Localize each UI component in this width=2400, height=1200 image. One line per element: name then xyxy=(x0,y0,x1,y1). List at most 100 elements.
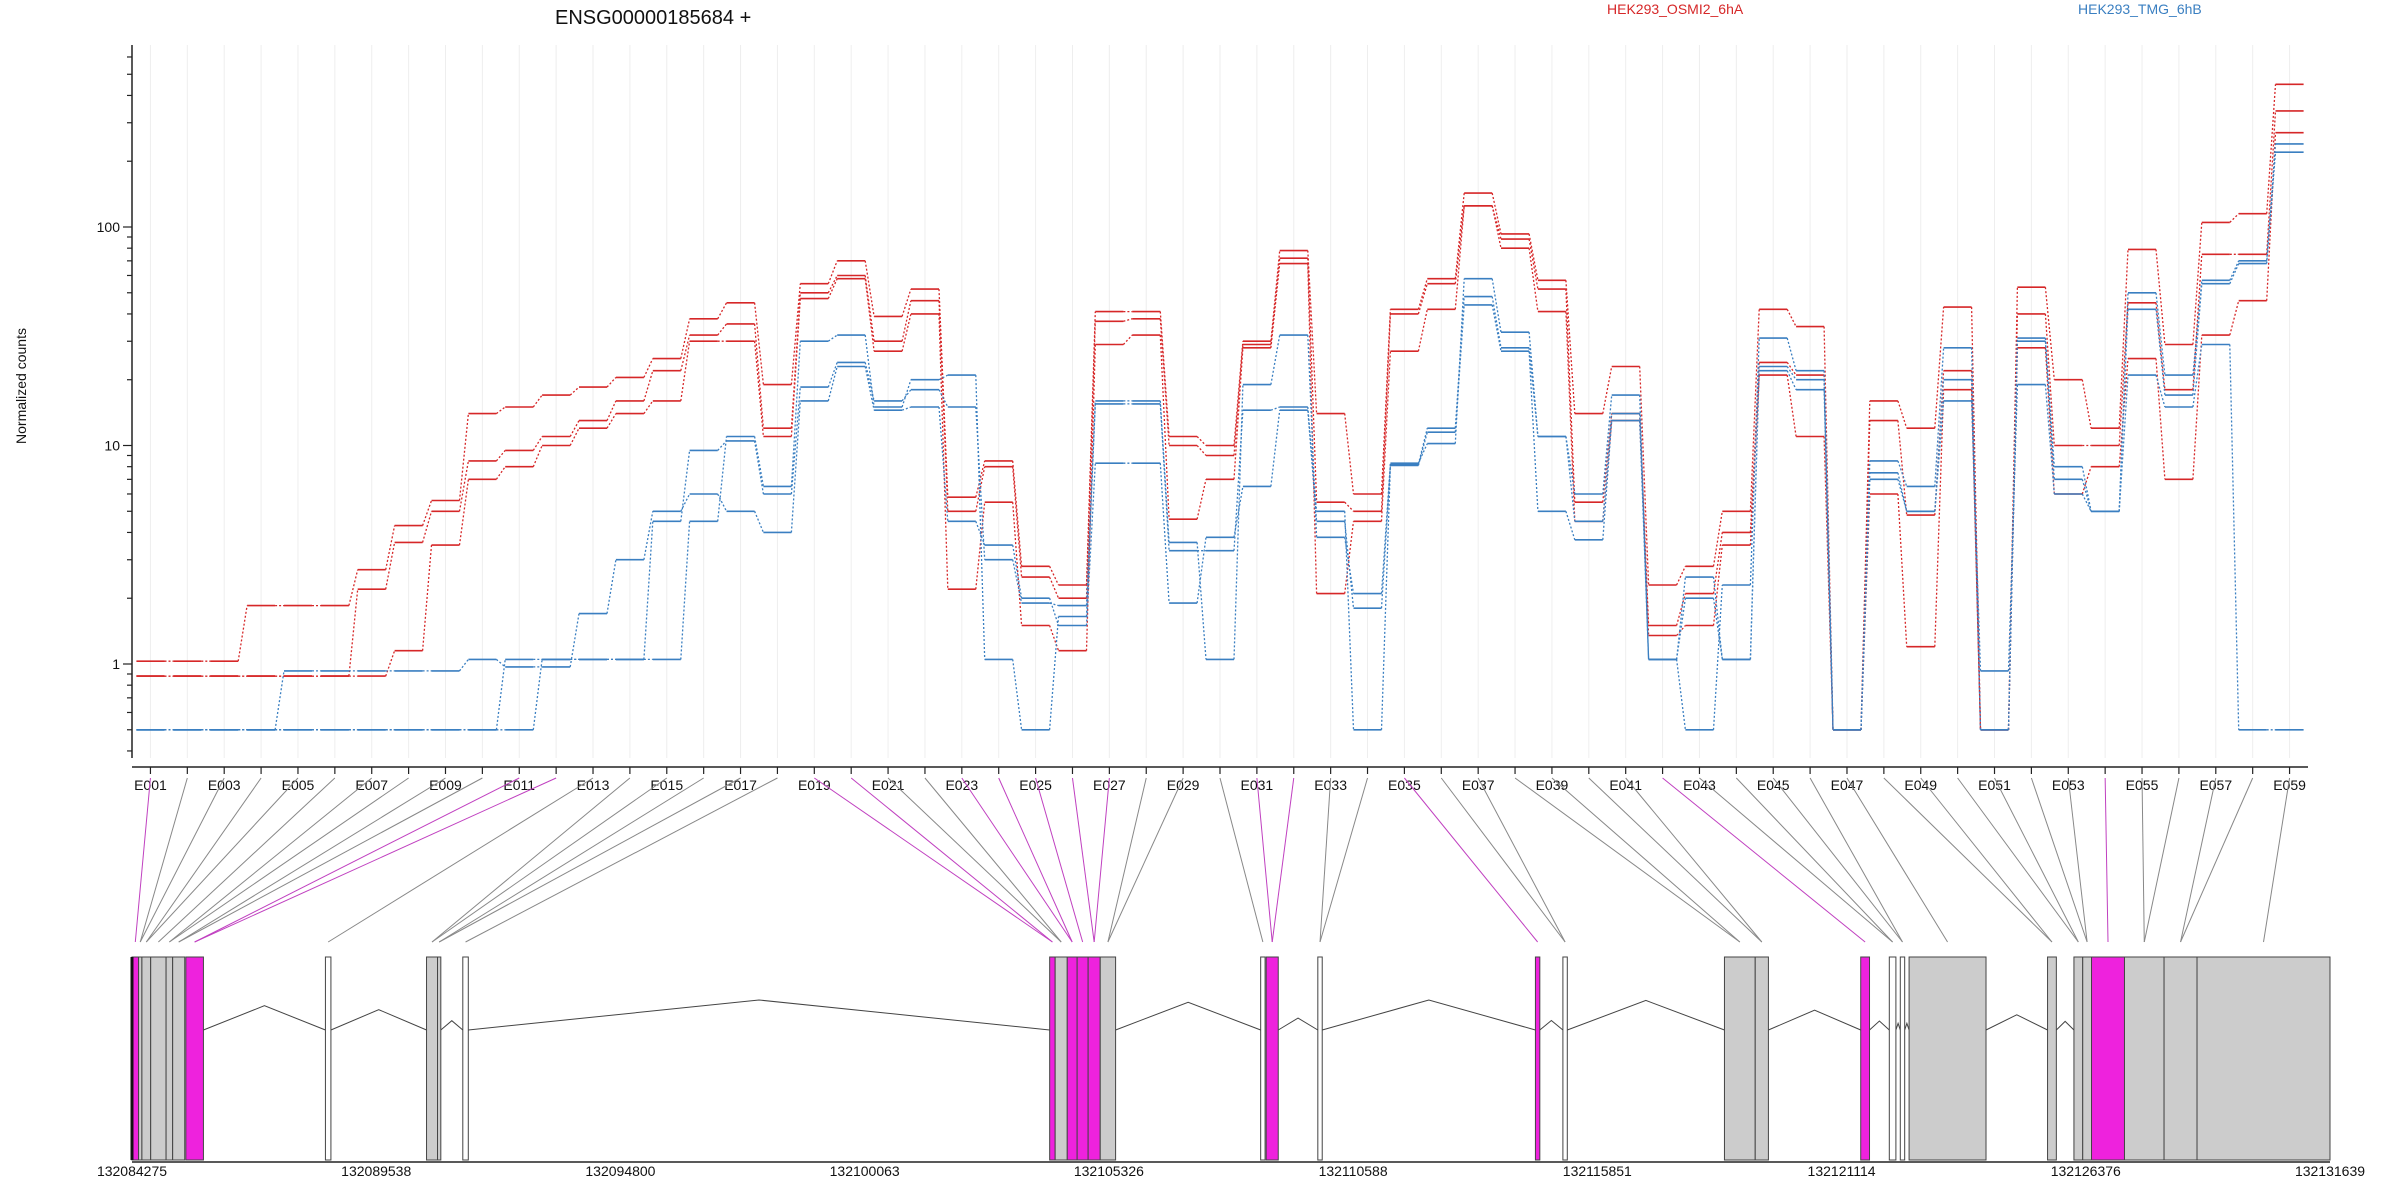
exon xyxy=(1899,956,1906,1161)
exon xyxy=(1888,956,1897,1161)
genomic-tick-label: 132084275 xyxy=(97,1163,167,1179)
x-tick-label: E051 xyxy=(1978,777,2011,793)
exon-connector xyxy=(1920,777,2053,943)
exon xyxy=(426,956,439,1161)
genomic-tick-label: 132115851 xyxy=(1563,1163,1632,1179)
x-tick-label: E017 xyxy=(724,777,757,793)
exon-connector xyxy=(1035,777,1084,943)
intron xyxy=(1115,1001,1261,1031)
exon xyxy=(172,956,186,1161)
exon xyxy=(2196,956,2331,1161)
x-tick-label: E033 xyxy=(1314,777,1347,793)
exon-connector xyxy=(1846,777,1948,943)
intron xyxy=(1567,999,1725,1031)
genomic-tick-label: 132105326 xyxy=(1074,1163,1144,1179)
exon-connector xyxy=(1256,777,1273,943)
exon xyxy=(1908,956,1987,1161)
x-tick-label: E027 xyxy=(1093,777,1126,793)
plot-lines xyxy=(136,83,2304,731)
exon-connector xyxy=(431,777,668,943)
exon-significant xyxy=(185,956,204,1161)
exon xyxy=(1260,956,1266,1161)
intron xyxy=(468,999,1050,1031)
genomic-tick-label: 132094800 xyxy=(585,1163,655,1179)
exon-connector xyxy=(194,777,557,943)
exon-connector xyxy=(139,777,225,943)
exon-significant xyxy=(1265,956,1279,1161)
exon-connector xyxy=(961,777,1073,943)
intron xyxy=(1277,1017,1319,1031)
exon-connector xyxy=(431,777,631,943)
exon xyxy=(2082,956,2093,1161)
exon-connector xyxy=(1271,777,1295,943)
y-tick-label: 100 xyxy=(97,219,121,235)
x-tick-label: E037 xyxy=(1462,777,1495,793)
legend-group-2: HEK293_TMG_6hB xyxy=(2078,1,2202,17)
exon-connector xyxy=(169,777,373,943)
exon-significant xyxy=(1076,956,1089,1161)
exon-connector xyxy=(2067,777,2088,943)
exon-significant xyxy=(1534,956,1541,1161)
exon-connector xyxy=(145,777,299,943)
x-tick-label: E045 xyxy=(1757,777,1790,793)
exon-connector xyxy=(1440,777,1566,943)
exon xyxy=(1099,956,1117,1161)
exon-connector xyxy=(145,777,262,943)
exon-connector xyxy=(178,777,483,943)
genomic-tick-label: 132100063 xyxy=(830,1163,900,1179)
exon-connector xyxy=(134,777,151,943)
exon xyxy=(1317,956,1323,1161)
x-tick-label: E005 xyxy=(282,777,315,793)
x-tick-label: E009 xyxy=(429,777,462,793)
x-tick-label: E049 xyxy=(1904,777,1937,793)
exon-connector xyxy=(1319,777,1369,943)
exon-connector xyxy=(1477,777,1566,943)
exon-significant xyxy=(1066,956,1078,1161)
series-6 xyxy=(136,304,2304,731)
genomic-tick-label: 132126376 xyxy=(2051,1163,2121,1179)
exon-connector xyxy=(2030,777,2088,943)
exon xyxy=(2123,956,2165,1161)
gridlines xyxy=(149,45,2291,758)
x-tick-label: E031 xyxy=(1241,777,1274,793)
x-tick-label: E021 xyxy=(872,777,905,793)
intron xyxy=(1895,1021,1901,1031)
exon-connector xyxy=(1551,777,1741,943)
exon-connector xyxy=(2143,777,2180,943)
y-axis-label: Normalized counts xyxy=(13,328,29,444)
x-tick-label: E001 xyxy=(134,777,167,793)
exon xyxy=(141,956,152,1161)
exon-connector xyxy=(2180,777,2217,943)
exon-connector xyxy=(1514,777,1741,943)
exon-connector xyxy=(1809,777,1903,943)
y-axis: 1 10 100 xyxy=(97,45,133,758)
x-tick-label: E059 xyxy=(2273,777,2306,793)
exon-connector xyxy=(1957,777,2079,943)
y-tick-label: 1 xyxy=(112,656,120,672)
exon-connector xyxy=(1219,777,1264,943)
x-tick-label: E047 xyxy=(1831,777,1864,793)
series-segments xyxy=(136,83,2304,731)
gene-model xyxy=(130,956,2331,1161)
exon xyxy=(1562,956,1568,1161)
exon-connector xyxy=(465,777,778,943)
intron xyxy=(203,1005,326,1031)
exon-connector xyxy=(139,777,188,943)
x-tick-label: E039 xyxy=(1536,777,1569,793)
exon-connector xyxy=(1107,777,1184,943)
exon xyxy=(165,956,174,1161)
exon-connector xyxy=(2141,777,2145,943)
genomic-tick-label: 132131639 xyxy=(2295,1163,2365,1179)
exon-connector xyxy=(158,777,336,943)
exon-connectors xyxy=(134,777,2291,943)
exon-connector xyxy=(1404,777,1539,943)
exon-connector xyxy=(2263,777,2291,943)
exon-connector xyxy=(1735,777,1893,943)
exon xyxy=(324,956,332,1161)
exon xyxy=(2163,956,2198,1161)
genomic-tick-label: 132121114 xyxy=(1808,1163,1876,1179)
exon-connector xyxy=(1699,777,1893,943)
x-tick-label: E013 xyxy=(577,777,610,793)
x-tick-label: E025 xyxy=(1019,777,1052,793)
